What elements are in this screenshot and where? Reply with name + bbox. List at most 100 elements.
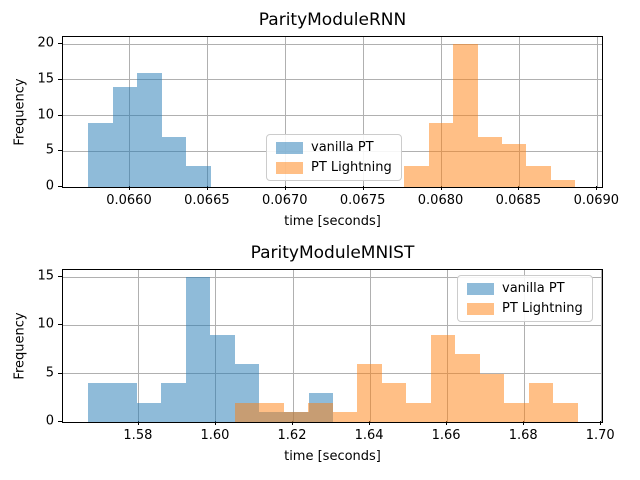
- xtick-mark: [596, 186, 598, 190]
- xtick-label-0.0665: 0.0665: [184, 193, 230, 208]
- xtick-mark: [369, 421, 371, 425]
- hist-bar-pt-lightning-bin10: [479, 373, 505, 422]
- legend-label-vanilla-pt: vanilla PT: [502, 281, 565, 296]
- subplot1-xlabel: time [seconds]: [284, 214, 381, 229]
- hist-bar-vanilla-pt-bin1: [112, 383, 137, 422]
- xtick-label-0.0690: 0.0690: [573, 193, 620, 208]
- xtick-label-0.0680: 0.0680: [417, 193, 464, 208]
- hist-bar-pt-lightning-bin6: [381, 383, 407, 422]
- gridline-x-1.68: [523, 270, 525, 422]
- hist-bar-pt-lightning-bin3: [477, 137, 502, 187]
- subplot2-title: ParityModuleMNIST: [250, 243, 415, 263]
- gridline-y-15: [63, 276, 602, 278]
- hist-bar-pt-lightning-bin0: [234, 402, 260, 422]
- hist-bar-vanilla-pt-bin2: [137, 72, 162, 187]
- subplot1-plot-area: [62, 36, 603, 188]
- subplot1-legend: vanilla PT PT Lightning: [266, 134, 402, 181]
- ytick-label-5: 5: [45, 142, 54, 158]
- xtick-mark: [206, 186, 208, 190]
- hist-bar-vanilla-pt-bin2: [136, 402, 162, 422]
- legend-swatch-pt-lightning-icon: [276, 161, 303, 174]
- legend-entry-vanilla-pt: vanilla PT: [467, 281, 583, 296]
- hist-bar-pt-lightning-bin1: [428, 122, 454, 187]
- ytick-mark: [58, 43, 62, 45]
- subplot2-legend: vanilla PT PT Lightning: [457, 275, 593, 322]
- ytick-mark: [58, 186, 62, 187]
- hist-bar-vanilla-pt-bin4: [185, 277, 211, 422]
- hist-bar-vanilla-pt-bin3: [161, 383, 186, 422]
- hist-bar-pt-lightning-bin5: [526, 165, 551, 187]
- hist-bar-pt-lightning-bin3: [308, 402, 333, 422]
- xtick-mark: [523, 421, 525, 425]
- gridline-x-0.0675: [363, 37, 365, 187]
- hist-bar-pt-lightning-bin13: [553, 402, 578, 422]
- gridline-y-20: [63, 43, 602, 45]
- ytick-mark: [58, 78, 62, 80]
- ytick-label-15: 15: [37, 71, 54, 87]
- xtick-label-0.0685: 0.0685: [495, 193, 542, 208]
- gridline-x-0.0685: [518, 37, 520, 187]
- hist-bar-vanilla-pt-bin4: [186, 165, 211, 187]
- xtick-label-0.0670: 0.0670: [262, 193, 308, 208]
- hist-bar-pt-lightning-bin4: [332, 412, 358, 422]
- xtick-mark: [600, 421, 602, 425]
- hist-bar-pt-lightning-bin4: [501, 144, 527, 187]
- xtick-mark: [440, 186, 442, 190]
- xtick-label-1.66: 1.66: [431, 428, 461, 443]
- xtick-label-1.62: 1.62: [277, 428, 307, 443]
- hist-bar-vanilla-pt-bin0: [87, 383, 113, 422]
- xtick-label-0.0660: 0.0660: [106, 193, 152, 208]
- gridline-x-0.068: [441, 37, 443, 187]
- xtick-mark: [214, 421, 216, 425]
- xtick-mark: [292, 421, 293, 425]
- legend-label-vanilla-pt: vanilla PT: [311, 140, 374, 155]
- legend-entry-vanilla-pt: vanilla PT: [276, 140, 392, 155]
- xtick-mark: [362, 186, 364, 190]
- hist-bar-vanilla-pt-bin0: [87, 122, 113, 187]
- ytick-label-5: 5: [45, 365, 54, 381]
- xtick-mark: [446, 421, 448, 425]
- gridline-x-1.62: [292, 270, 294, 422]
- ytick-mark: [58, 150, 62, 152]
- hist-bar-pt-lightning-bin8: [430, 335, 456, 422]
- gridline-x-0.067: [285, 37, 287, 187]
- ytick-mark: [58, 114, 62, 116]
- hist-bar-pt-lightning-bin6: [550, 179, 576, 187]
- ytick-label-0: 0: [45, 413, 54, 429]
- hist-bar-pt-lightning-bin11: [504, 402, 529, 422]
- hist-bar-vanilla-pt-bin3: [161, 137, 187, 187]
- gridline-y-5: [63, 373, 602, 375]
- ytick-label-10: 10: [37, 316, 54, 332]
- xtick-label-1.68: 1.68: [508, 428, 538, 443]
- xtick-mark: [128, 186, 130, 190]
- subplot1-title: ParityModuleRNN: [258, 10, 407, 30]
- hist-bar-pt-lightning-bin9: [455, 354, 480, 422]
- gridline-x-1.7: [600, 270, 602, 422]
- legend-label-pt-lightning: PT Lightning: [311, 160, 392, 175]
- legend-entry-pt-lightning: PT Lightning: [276, 160, 392, 175]
- legend-swatch-pt-lightning-icon: [467, 302, 494, 315]
- xtick-label-0.0675: 0.0675: [339, 193, 386, 208]
- gridline-y-10: [63, 115, 602, 117]
- hist-bar-vanilla-pt-bin5: [210, 335, 235, 422]
- hist-bar-vanilla-pt-bin1: [112, 87, 138, 187]
- gridline-x-0.0665: [207, 37, 209, 187]
- hist-bar-pt-lightning-bin7: [406, 402, 431, 422]
- ytick-label-10: 10: [37, 107, 54, 123]
- gridline-y-15: [63, 79, 602, 81]
- legend-label-pt-lightning: PT Lightning: [502, 301, 583, 316]
- ytick-label-15: 15: [37, 268, 54, 284]
- xtick-mark: [284, 186, 286, 190]
- legend-swatch-vanilla-pt-icon: [467, 282, 494, 295]
- hist-bar-pt-lightning-bin2: [453, 44, 478, 187]
- gridline-x-0.069: [596, 37, 598, 187]
- hist-bar-pt-lightning-bin5: [357, 364, 382, 422]
- xtick-mark: [518, 186, 520, 190]
- xtick-label-1.64: 1.64: [354, 428, 384, 443]
- ytick-mark: [58, 421, 62, 422]
- subplot2-xlabel: time [seconds]: [284, 449, 381, 464]
- ytick-mark: [58, 324, 62, 326]
- xtick-label-1.60: 1.60: [200, 428, 230, 443]
- ytick-mark: [58, 276, 62, 278]
